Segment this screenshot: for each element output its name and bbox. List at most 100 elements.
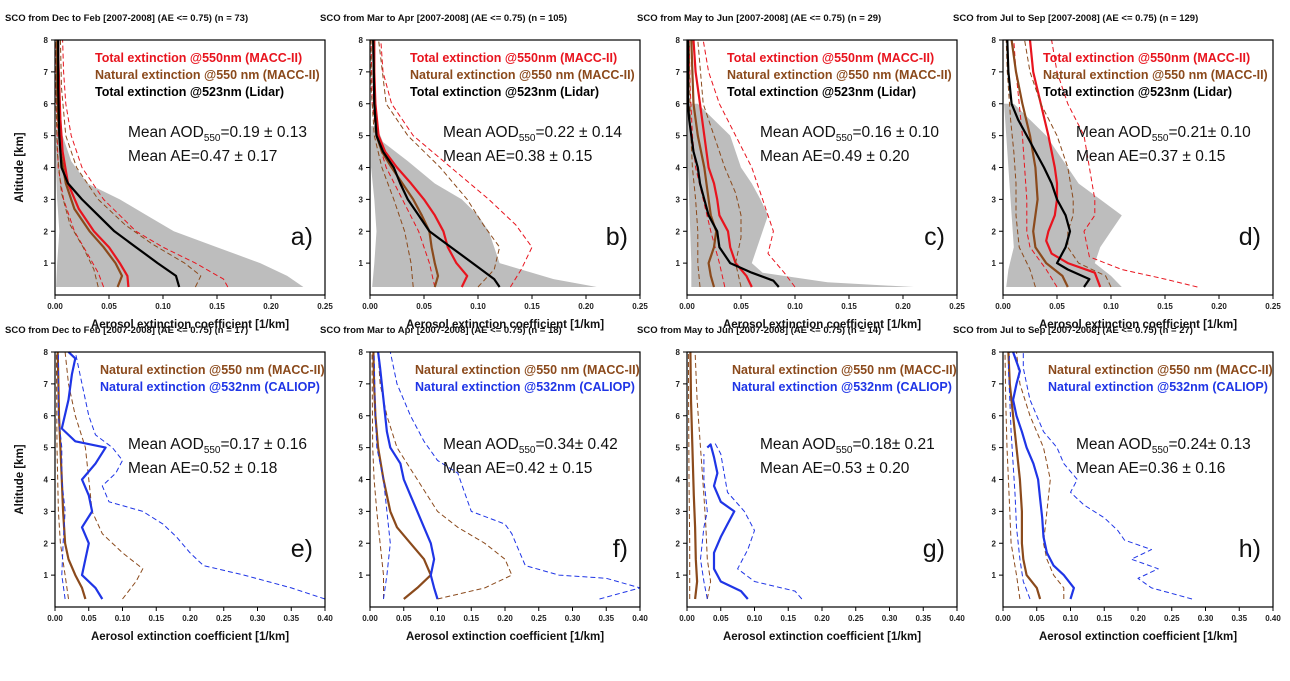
- y-tick-label: 8: [992, 348, 997, 357]
- y-tick-label: 3: [359, 507, 364, 516]
- x-tick-label: 0.10: [747, 614, 763, 623]
- x-tick-label: 0.10: [470, 302, 486, 311]
- x-tick-label: 0.15: [209, 302, 225, 311]
- x-tick-label: 0.05: [101, 302, 117, 311]
- range-line-5: [74, 351, 326, 600]
- series-line-0: [372, 351, 432, 600]
- panel-title: SCO from Mar to Apr [2007-2008] (AE <= 0…: [320, 325, 562, 336]
- y-tick-label: 2: [992, 227, 997, 236]
- mean-ae-text: Mean AE=0.37 ± 0.15: [1076, 148, 1225, 165]
- panel-letter: a): [291, 223, 313, 251]
- panel-h: SCO from Jul to Sep [2007-2008] (AE <= 0…: [953, 325, 1281, 643]
- series-line-6: [1006, 39, 1091, 288]
- y-tick-label: 7: [992, 68, 997, 77]
- x-tick-label: 0.20: [1130, 614, 1146, 623]
- y-tick-label: 4: [359, 476, 364, 485]
- x-tick-label: 0.00: [47, 302, 63, 311]
- panel-letter: d): [1239, 223, 1261, 251]
- mean-aod-text: Mean AOD550=0.24± 0.13: [1076, 436, 1251, 456]
- legend-entry: Natural extinction @550 nm (MACC-II): [410, 68, 635, 82]
- x-tick-label: 0.30: [565, 614, 581, 623]
- mean-ae-text: Mean AE=0.36 ± 0.16: [1076, 460, 1225, 477]
- panel-title: SCO from May to Jun [2007-2008] (AE <= 0…: [637, 325, 881, 336]
- y-tick-label: 2: [676, 227, 681, 236]
- y-tick-label: 3: [992, 195, 997, 204]
- series-line-3: [706, 443, 749, 600]
- range-line-4: [1007, 351, 1031, 600]
- range-line-4: [370, 40, 414, 288]
- series-line-0: [1007, 351, 1042, 600]
- legend-entry: Natural extinction @532nm (CALIOP): [1048, 380, 1268, 394]
- range-line-1: [1013, 39, 1058, 288]
- y-tick-label: 2: [44, 227, 49, 236]
- range-line-5: [697, 39, 742, 288]
- x-tick-label: 0.05: [1029, 614, 1045, 623]
- mean-ae-text: Mean AE=0.53 ± 0.20: [760, 460, 910, 477]
- x-tick-label: 0.25: [848, 614, 864, 623]
- y-tick-label: 8: [676, 348, 681, 357]
- range-line-5: [713, 441, 803, 600]
- range-line-4: [688, 39, 701, 288]
- y-tick-label: 1: [676, 571, 681, 580]
- legend-entry: Total extinction @523nm (Lidar): [727, 85, 916, 99]
- y-tick-label: 8: [992, 36, 997, 45]
- y-tick-label: 8: [44, 348, 49, 357]
- range-line-4: [373, 351, 391, 600]
- x-tick-label: 0.25: [632, 302, 648, 311]
- mean-aod-value: =0.24± 0.13: [1169, 436, 1251, 453]
- mean-aod-text: Mean AOD550=0.19 ± 0.13: [128, 124, 307, 144]
- panel-c: SCO from May to Jun [2007-2008] (AE <= 0…: [637, 13, 965, 331]
- range-line-2: [694, 351, 712, 600]
- y-tick-label: 4: [992, 476, 997, 485]
- x-tick-label: 0.15: [841, 302, 857, 311]
- x-axis-label: Aerosol extinction coefficient [1/km]: [723, 631, 921, 643]
- y-tick-label: 8: [359, 36, 364, 45]
- y-tick-label: 7: [676, 68, 681, 77]
- y-tick-label: 6: [44, 412, 49, 421]
- lidar-variability-band: [56, 129, 304, 288]
- legend-entry: Natural extinction @550 nm (MACC-II): [415, 363, 640, 377]
- range-line-5: [378, 39, 501, 288]
- y-tick-label: 1: [992, 259, 997, 268]
- range-line-4: [1005, 39, 1036, 288]
- y-tick-label: 7: [44, 380, 49, 389]
- y-tick-label: 6: [992, 100, 997, 109]
- y-axis-label: Altitude [km]: [14, 444, 26, 514]
- y-tick-label: 2: [359, 539, 364, 548]
- y-tick-label: 1: [359, 259, 364, 268]
- y-tick-label: 1: [44, 259, 49, 268]
- mean-aod-subscript: 550: [204, 445, 221, 456]
- x-tick-label: 0.20: [497, 614, 513, 623]
- y-tick-label: 1: [359, 571, 364, 580]
- mean-ae-text: Mean AE=0.49 ± 0.20: [760, 148, 910, 165]
- mean-aod-text: Mean AOD550=0.22 ± 0.14: [443, 124, 622, 144]
- mean-aod-prefix: Mean AOD: [760, 436, 836, 453]
- x-tick-label: 0.05: [713, 614, 729, 623]
- x-tick-label: 0.25: [531, 614, 547, 623]
- mean-aod-value: =0.16 ± 0.10: [853, 124, 940, 141]
- mean-aod-subscript: 550: [519, 445, 536, 456]
- legend-entry: Total extinction @523nm (Lidar): [1043, 85, 1232, 99]
- x-tick-label: 0.15: [463, 614, 479, 623]
- y-tick-label: 5: [359, 132, 364, 141]
- x-axis-label: Aerosol extinction coefficient [1/km]: [91, 319, 289, 331]
- panel-d: SCO from Jul to Sep [2007-2008] (AE <= 0…: [953, 13, 1281, 331]
- series-line-6: [687, 40, 780, 288]
- x-tick-label: 0.40: [632, 614, 648, 623]
- x-tick-label: 0.10: [430, 614, 446, 623]
- y-tick-label: 6: [676, 412, 681, 421]
- panel-title: SCO from Dec to Feb [2007-2008] (AE <= 0…: [5, 13, 248, 24]
- legend-entry: Total extinction @550nm (MACC-II): [410, 51, 617, 65]
- y-tick-label: 4: [676, 164, 681, 173]
- y-tick-label: 7: [992, 380, 997, 389]
- x-tick-label: 0.25: [216, 614, 232, 623]
- x-tick-label: 0.15: [148, 614, 164, 623]
- x-tick-label: 0.15: [1157, 302, 1173, 311]
- mean-aod-text: Mean AOD550=0.17 ± 0.16: [128, 436, 307, 456]
- range-line-2: [62, 39, 229, 288]
- mean-aod-text: Mean AOD550=0.34± 0.42: [443, 436, 618, 456]
- panel-title: SCO from Jul to Sep [2007-2008] (AE <= 0…: [953, 13, 1198, 24]
- y-tick-label: 7: [359, 380, 364, 389]
- mean-aod-value: =0.21± 0.10: [1169, 124, 1252, 141]
